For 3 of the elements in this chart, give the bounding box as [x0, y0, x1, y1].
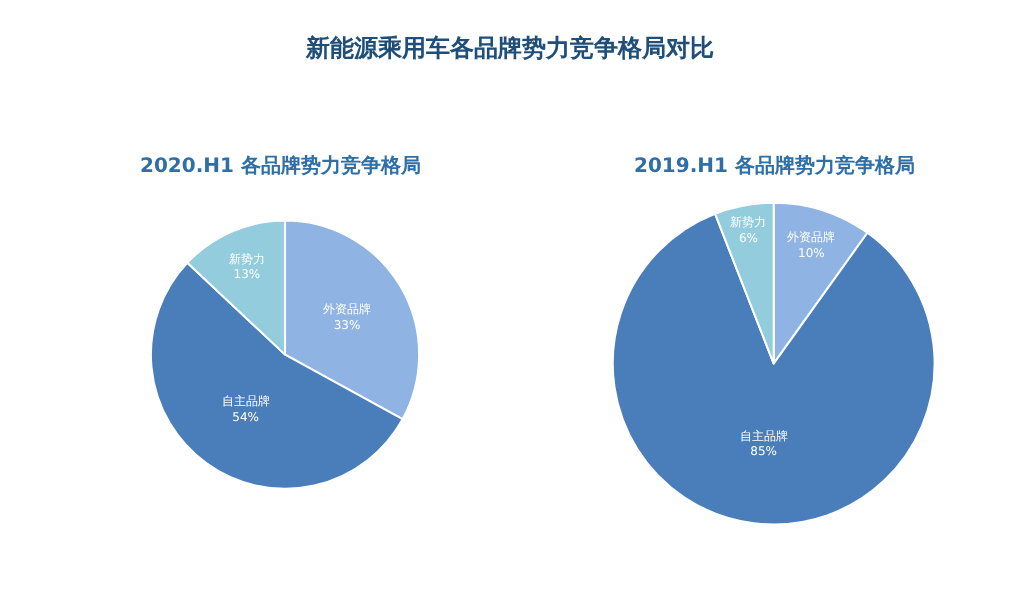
chart-title: 2019.H1 各品牌势力竞争格局 [634, 154, 915, 178]
chart-title: 2020.H1 各品牌势力竞争格局 [140, 154, 421, 178]
text: 新能源乘用车各品牌势力竞争格局对比 [304, 34, 714, 62]
